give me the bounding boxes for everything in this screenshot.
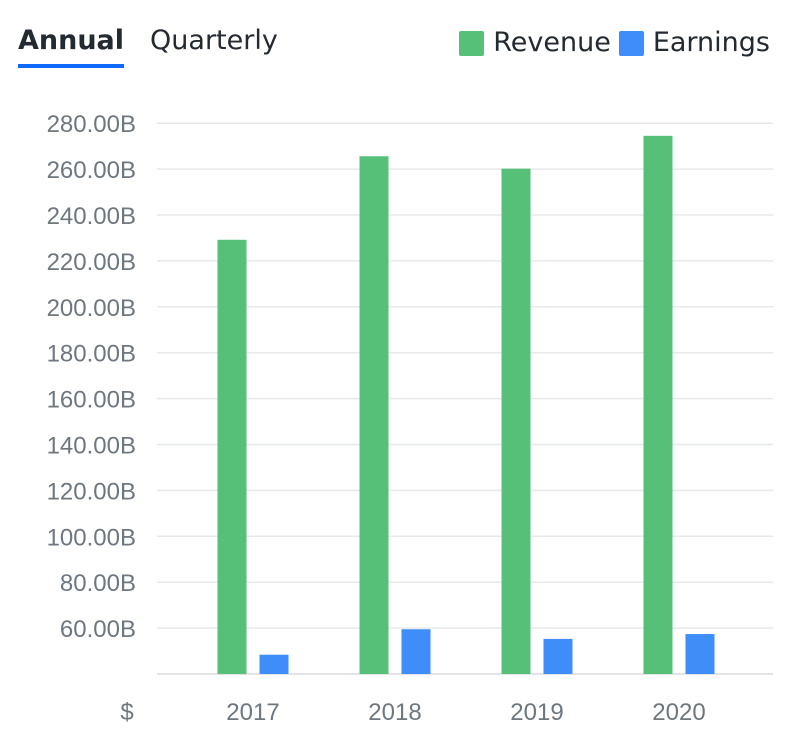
period-tabs: Annual Quarterly [18,24,304,68]
tab-annual[interactable]: Annual [18,24,125,68]
legend-swatch-earnings [618,30,644,56]
bars [217,135,715,675]
x-tick-label: 2019 [510,699,563,726]
y-tick-label: 260.00B [47,157,136,184]
legend-item-revenue[interactable]: Revenue [459,26,611,60]
grid-lines [157,122,773,675]
bar-revenue-2017[interactable] [217,239,247,674]
x-tick-label: 2017 [226,699,279,726]
legend-swatch-revenue [459,30,485,56]
bar-earnings-2018[interactable] [401,629,431,674]
x-axis-tick-labels: 2017 2018 2019 2020 [226,699,705,726]
y-tick-label: 280.00B [47,111,136,138]
y-tick-label: 80.00B [60,570,136,597]
y-tick-label: 160.00B [47,387,136,414]
bar-revenue-2019[interactable] [501,168,531,675]
y-tick-label: 200.00B [47,295,136,322]
y-tick-label: 240.00B [47,203,136,230]
y-tick-label: 220.00B [47,249,136,276]
legend-item-earnings[interactable]: Earnings [618,26,770,60]
x-tick-label: 2018 [368,699,421,726]
bar-revenue-2020[interactable] [643,135,673,674]
y-tick-label: 60.00B [60,616,136,643]
bar-earnings-2020[interactable] [685,634,715,674]
currency-label: $ [120,699,133,726]
y-tick-label: 120.00B [47,478,136,505]
bar-earnings-2019[interactable] [543,638,573,674]
chart-legend: Revenue Earnings [451,26,770,60]
tab-quarterly[interactable]: Quarterly [150,25,278,56]
legend-label-earnings: Earnings [652,27,770,58]
bar-revenue-2018[interactable] [359,156,389,675]
bar-earnings-2017[interactable] [259,654,289,674]
y-axis-tick-labels: 60.00B 80.00B 100.00B 120.00B 140.00B 160.00B… [47,111,136,643]
x-tick-label: 2020 [652,699,705,726]
y-tick-label: 100.00B [47,524,136,551]
legend-label-revenue: Revenue [493,27,611,58]
y-tick-label: 180.00B [47,341,136,368]
y-tick-label: 140.00B [47,433,136,460]
